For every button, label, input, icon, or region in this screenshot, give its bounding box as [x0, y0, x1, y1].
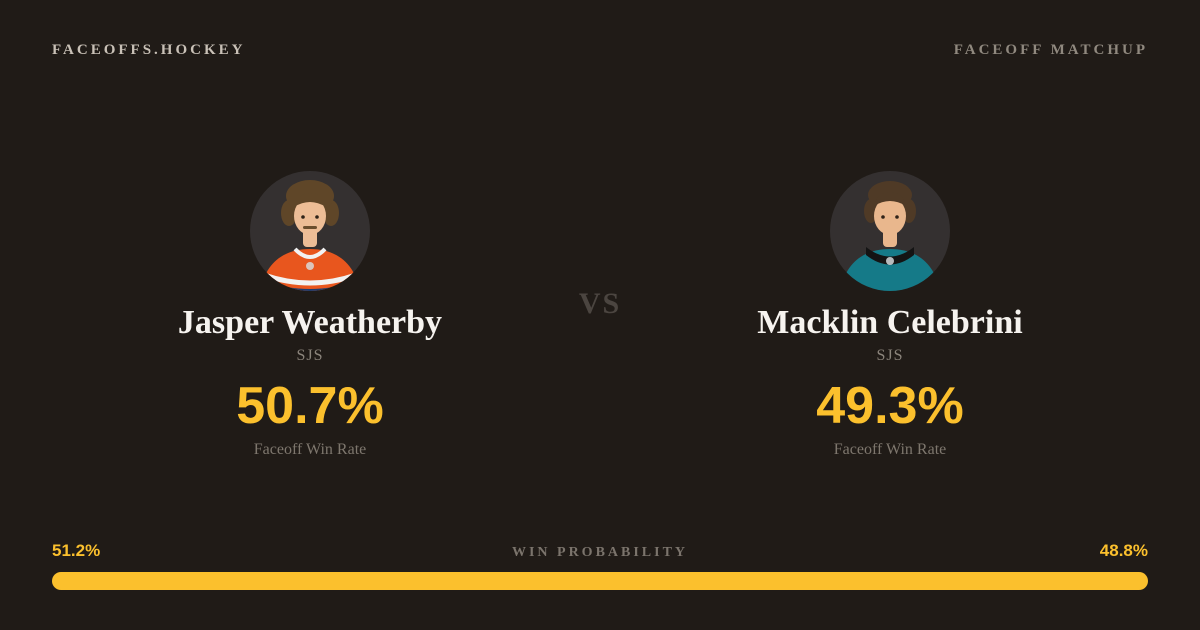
- player1-photo-icon: [260, 180, 360, 291]
- player1-stat-label: Faceoff Win Rate: [253, 440, 367, 458]
- player2-stat-label: Faceoff Win Rate: [833, 440, 947, 458]
- win-bar-left-segment: [52, 572, 614, 590]
- win-probability-section: 51.2% WIN PROBABILITY 48.8%: [52, 541, 1148, 590]
- matchup-row: Jasper Weatherby SJS 50.7% Faceoff Win R…: [52, 171, 1148, 459]
- site-brand: FACEOFFS.HOCKEY: [52, 42, 246, 58]
- player-card-right: Macklin Celebrini SJS 49.3% Faceoff Win …: [632, 171, 1148, 459]
- win-probability-title: WIN PROBABILITY: [511, 545, 689, 560]
- player2-photo-icon: [840, 181, 940, 291]
- player-card-left: Jasper Weatherby SJS 50.7% Faceoff Win R…: [52, 171, 568, 459]
- page-title: FACEOFF MATCHUP: [953, 42, 1148, 58]
- player1-win-rate: 50.7%: [236, 376, 384, 435]
- player2-name: Macklin Celebrini: [757, 304, 1023, 341]
- win-probability-labels: 51.2% WIN PROBABILITY 48.8%: [52, 541, 1148, 561]
- player1-team: SJS: [296, 346, 324, 364]
- player1-name: Jasper Weatherby: [177, 304, 443, 341]
- topbar: FACEOFFS.HOCKEY FACEOFF MATCHUP: [52, 42, 1148, 59]
- win-probability-right-pct: 48.8%: [1099, 541, 1148, 560]
- player2-win-rate: 49.3%: [816, 376, 964, 435]
- vs-label: VS: [578, 287, 622, 320]
- win-probability-bar: [52, 572, 1148, 590]
- win-bar-right-segment: [613, 572, 1148, 590]
- player1-avatar: [250, 171, 370, 291]
- win-probability-left-pct: 51.2%: [52, 541, 101, 560]
- player2-team: SJS: [876, 346, 904, 364]
- player2-avatar: [830, 171, 950, 291]
